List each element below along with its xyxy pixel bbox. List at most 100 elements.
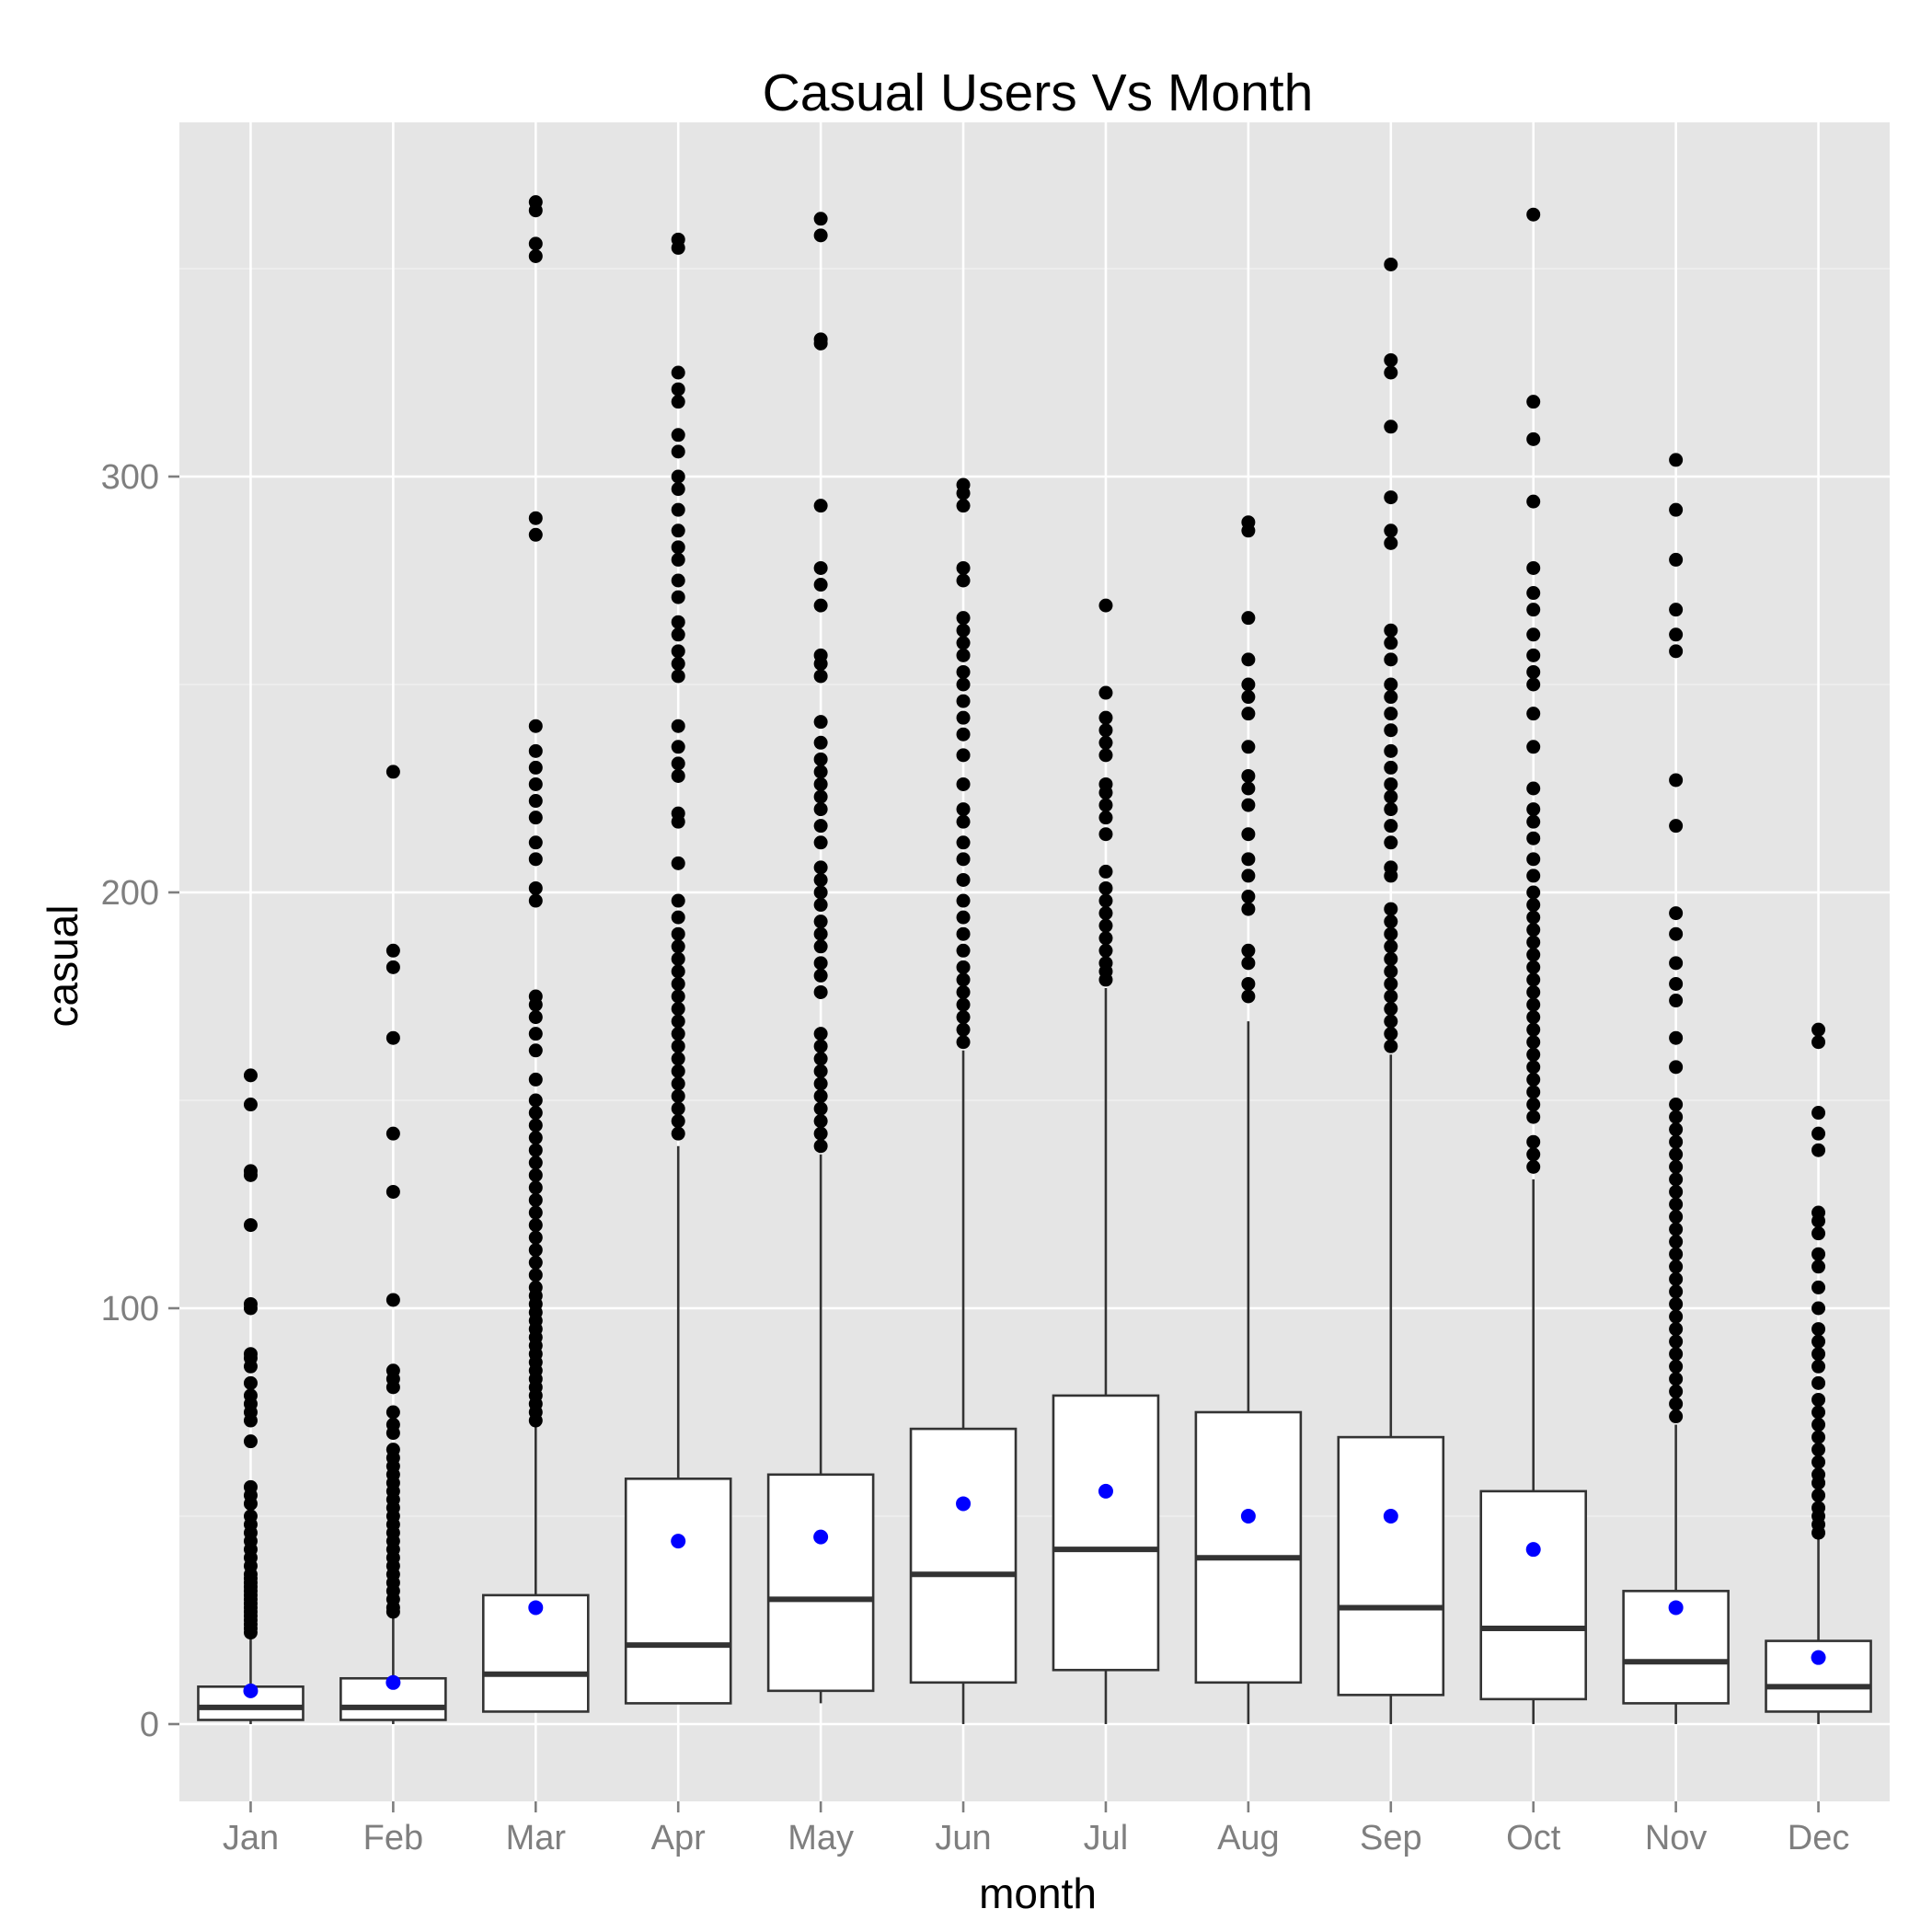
outlier-point: [1526, 1085, 1541, 1099]
outlier-point: [956, 893, 971, 908]
outlier-point: [528, 1167, 543, 1182]
outlier-point: [1384, 914, 1398, 929]
outlier-point: [1098, 685, 1113, 700]
mean-point: [385, 1674, 401, 1690]
outlier-point: [528, 880, 543, 895]
mean-point: [1525, 1542, 1541, 1558]
outlier-point: [956, 960, 971, 974]
outlier-point: [1098, 776, 1113, 791]
outlier-point: [1811, 1322, 1826, 1337]
outlier-point: [528, 743, 543, 758]
outlier-point: [528, 1043, 543, 1058]
outlier-point: [528, 1131, 543, 1145]
outlier-point: [1526, 781, 1541, 796]
outlier-point: [671, 1027, 685, 1041]
outlier-point: [671, 964, 685, 979]
outlier-point: [956, 835, 971, 850]
outlier-point: [1526, 627, 1541, 642]
outlier-point: [1526, 852, 1541, 867]
outlier-point: [1384, 1014, 1398, 1029]
outlier-point: [1669, 627, 1684, 642]
outlier-point: [671, 756, 685, 771]
outlier-point: [671, 444, 685, 459]
outlier-point: [1384, 523, 1398, 538]
x-tick-label: Jul: [1084, 1819, 1129, 1857]
outlier-point: [243, 1434, 258, 1449]
box-body: [1479, 1489, 1588, 1701]
outlier-point: [813, 1126, 828, 1141]
outlier-point: [813, 968, 828, 983]
outlier-point: [528, 1093, 543, 1108]
outlier-point: [1384, 902, 1398, 916]
box-body: [1052, 1394, 1160, 1672]
outlier-point: [1526, 1060, 1541, 1075]
outlier-point: [671, 951, 685, 966]
outlier-point: [1526, 1072, 1541, 1087]
outlier-point: [1669, 906, 1684, 921]
outlier-point: [813, 956, 828, 971]
mean-point: [671, 1534, 686, 1549]
outlier-point: [528, 1268, 543, 1282]
outlier-point: [1669, 1397, 1684, 1411]
outlier-point: [956, 748, 971, 763]
outlier-point: [1384, 690, 1398, 705]
outlier-point: [1526, 395, 1541, 409]
outlier-point: [1384, 707, 1398, 721]
mean-point: [1811, 1650, 1826, 1665]
outlier-point: [1811, 1488, 1826, 1502]
outlier-point: [1526, 935, 1541, 949]
outlier-point: [1811, 1501, 1826, 1515]
outlier-point: [1241, 989, 1256, 1004]
outlier-point: [1811, 1022, 1826, 1037]
outlier-point: [528, 719, 543, 733]
outlier-point: [956, 802, 971, 817]
outlier-point: [1241, 852, 1256, 867]
outlier-point: [528, 527, 543, 542]
outlier-point: [813, 789, 828, 804]
outlier-point: [1526, 648, 1541, 662]
outlier-point: [813, 984, 828, 999]
outlier-point: [671, 976, 685, 991]
outlier-point: [1526, 664, 1541, 679]
outlier-point: [1098, 956, 1113, 971]
outlier-point: [671, 1114, 685, 1129]
outlier-point: [385, 1405, 400, 1420]
mean-point: [1240, 1509, 1256, 1524]
box-jun: [909, 477, 1018, 1724]
outlier-point: [1526, 1035, 1541, 1050]
outlier-point: [1241, 827, 1256, 842]
outlier-point: [243, 1164, 258, 1179]
outlier-point: [1098, 943, 1113, 958]
outlier-point: [1526, 560, 1541, 575]
outlier-point: [1811, 1455, 1826, 1469]
outlier-point: [671, 644, 685, 659]
outlier-point: [1811, 1143, 1826, 1157]
outlier-point: [1098, 723, 1113, 738]
outlier-point: [671, 806, 685, 821]
outlier-point: [243, 1218, 258, 1233]
outlier-point: [671, 856, 685, 870]
outlier-point: [1241, 902, 1256, 916]
outlier-point: [671, 1076, 685, 1091]
outlier-point: [528, 1180, 543, 1195]
outlier-point: [1669, 1110, 1684, 1124]
x-tick-label: Aug: [1217, 1819, 1280, 1857]
outlier-point: [1669, 502, 1684, 517]
outlier-point: [1811, 1126, 1826, 1141]
outlier-point: [1811, 1430, 1826, 1444]
outlier-point: [671, 1101, 685, 1116]
outlier-point: [1384, 636, 1398, 650]
outlier-point: [1384, 802, 1398, 817]
y-tick-label: 100: [101, 1290, 159, 1328]
outlier-point: [671, 656, 685, 671]
outlier-point: [1526, 677, 1541, 692]
outlier-point: [1669, 994, 1684, 1008]
outlier-point: [1098, 931, 1113, 946]
box-body: [1337, 1435, 1445, 1696]
outlier-point: [956, 997, 971, 1012]
outlier-point: [1384, 964, 1398, 979]
mean-point: [528, 1600, 544, 1616]
outlier-point: [1811, 1205, 1826, 1220]
outlier-point: [1526, 707, 1541, 721]
outlier-point: [1384, 760, 1398, 775]
